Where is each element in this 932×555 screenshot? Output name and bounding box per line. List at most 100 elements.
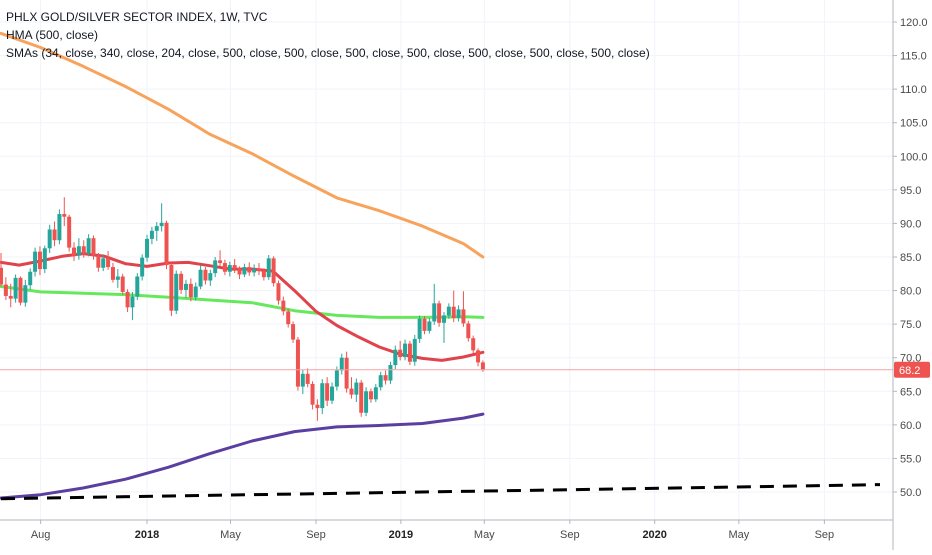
candle-body [340,358,344,371]
candle-body [228,265,232,272]
candle [150,227,154,244]
candle-body [257,269,261,271]
x-tick-label: May [728,529,749,541]
candle-body [38,252,42,269]
candle-body [325,383,329,400]
legend-hma[interactable]: HMA (500, close) [6,26,650,44]
candle-body [238,268,242,274]
y-tick-label: 80.0 [900,286,921,298]
candle [169,263,173,316]
candle-body [116,276,120,279]
y-tick-label: 115.0 [900,51,927,63]
candle-body [82,246,86,253]
candle-body [296,340,300,387]
candle-body [130,297,134,308]
y-tick-label: 65.0 [900,386,921,398]
candle-body [184,284,188,290]
candle-body [427,321,431,330]
y-tick-label: 90.0 [900,218,921,230]
candle [354,379,358,403]
candle-body [126,292,130,307]
candle [28,268,32,289]
candle-body [174,274,178,311]
candle [247,262,251,275]
legend-smas[interactable]: SMAs (34, close, 340, close, 204, close,… [6,44,650,62]
candle [432,284,436,325]
candle [374,384,378,402]
indicator-lines [1,33,880,498]
candle-body [33,252,37,272]
candle [0,253,3,287]
candle [67,215,71,252]
candle [4,277,8,300]
candle-body [418,319,422,339]
candle [48,225,52,253]
candle-body [262,271,266,277]
candle [325,377,329,406]
x-tick-label: 2018 [135,529,159,541]
candle [160,203,164,231]
candle-body [0,268,3,285]
series-line-sma_green [1,287,483,318]
candle-body [452,307,456,318]
candle [72,242,76,261]
x-tick-label: Sep [306,529,326,541]
x-tick-label: May [474,529,495,541]
candle-body [272,258,276,283]
candle [330,383,334,404]
candle [388,362,392,384]
candle-body [223,263,227,272]
candle-body [101,258,105,267]
candle-body [140,258,144,277]
candle-body [194,287,198,298]
candle [174,270,178,314]
candle-body [48,229,52,248]
y-tick-label: 120.0 [900,17,928,29]
candle-body [447,307,451,316]
candle [267,255,271,280]
candle [14,274,18,302]
candle [223,260,227,275]
last-price-tag: 68.2 [894,362,930,378]
candle-body [169,265,173,311]
y-tick-label: 95.0 [900,185,921,197]
time-axis[interactable]: Aug 2018 May Sep 2019 May Sep 2020 May Sep [31,520,834,541]
candle-body [4,285,8,296]
candle [199,265,203,289]
candle [476,348,480,366]
candle-body [67,217,71,248]
candle [311,381,315,409]
price-axis[interactable]: 120.0 115.0 110.0 105.0 100.0 95.0 90.0 85.0 80.… [893,17,928,499]
x-tick-label: May [220,529,241,541]
candle [184,280,188,298]
x-tick-label: 2020 [642,529,666,541]
legend-title[interactable]: PHLX GOLD/SILVER SECTOR INDEX, 1W, TVC [6,8,650,26]
candle-body [345,358,349,389]
candle [233,259,237,273]
candle-body [189,284,193,297]
candle-body [388,365,392,380]
candle-body [252,269,256,272]
candle [369,389,373,403]
candle [203,267,207,284]
candle-body [403,344,407,357]
candle [213,257,217,277]
candle-body [315,405,319,408]
candle-body [96,256,100,268]
candle-body [359,383,363,413]
candle [87,234,91,256]
candle [228,262,232,277]
candle-body [281,301,285,312]
candle [452,291,456,323]
candle-body [247,267,251,272]
candle [140,254,144,280]
candle [116,269,120,288]
candle [38,246,42,275]
candle-body [286,311,290,324]
candle [301,370,305,394]
candle [384,370,388,384]
candle [218,250,222,266]
candle [121,274,125,295]
